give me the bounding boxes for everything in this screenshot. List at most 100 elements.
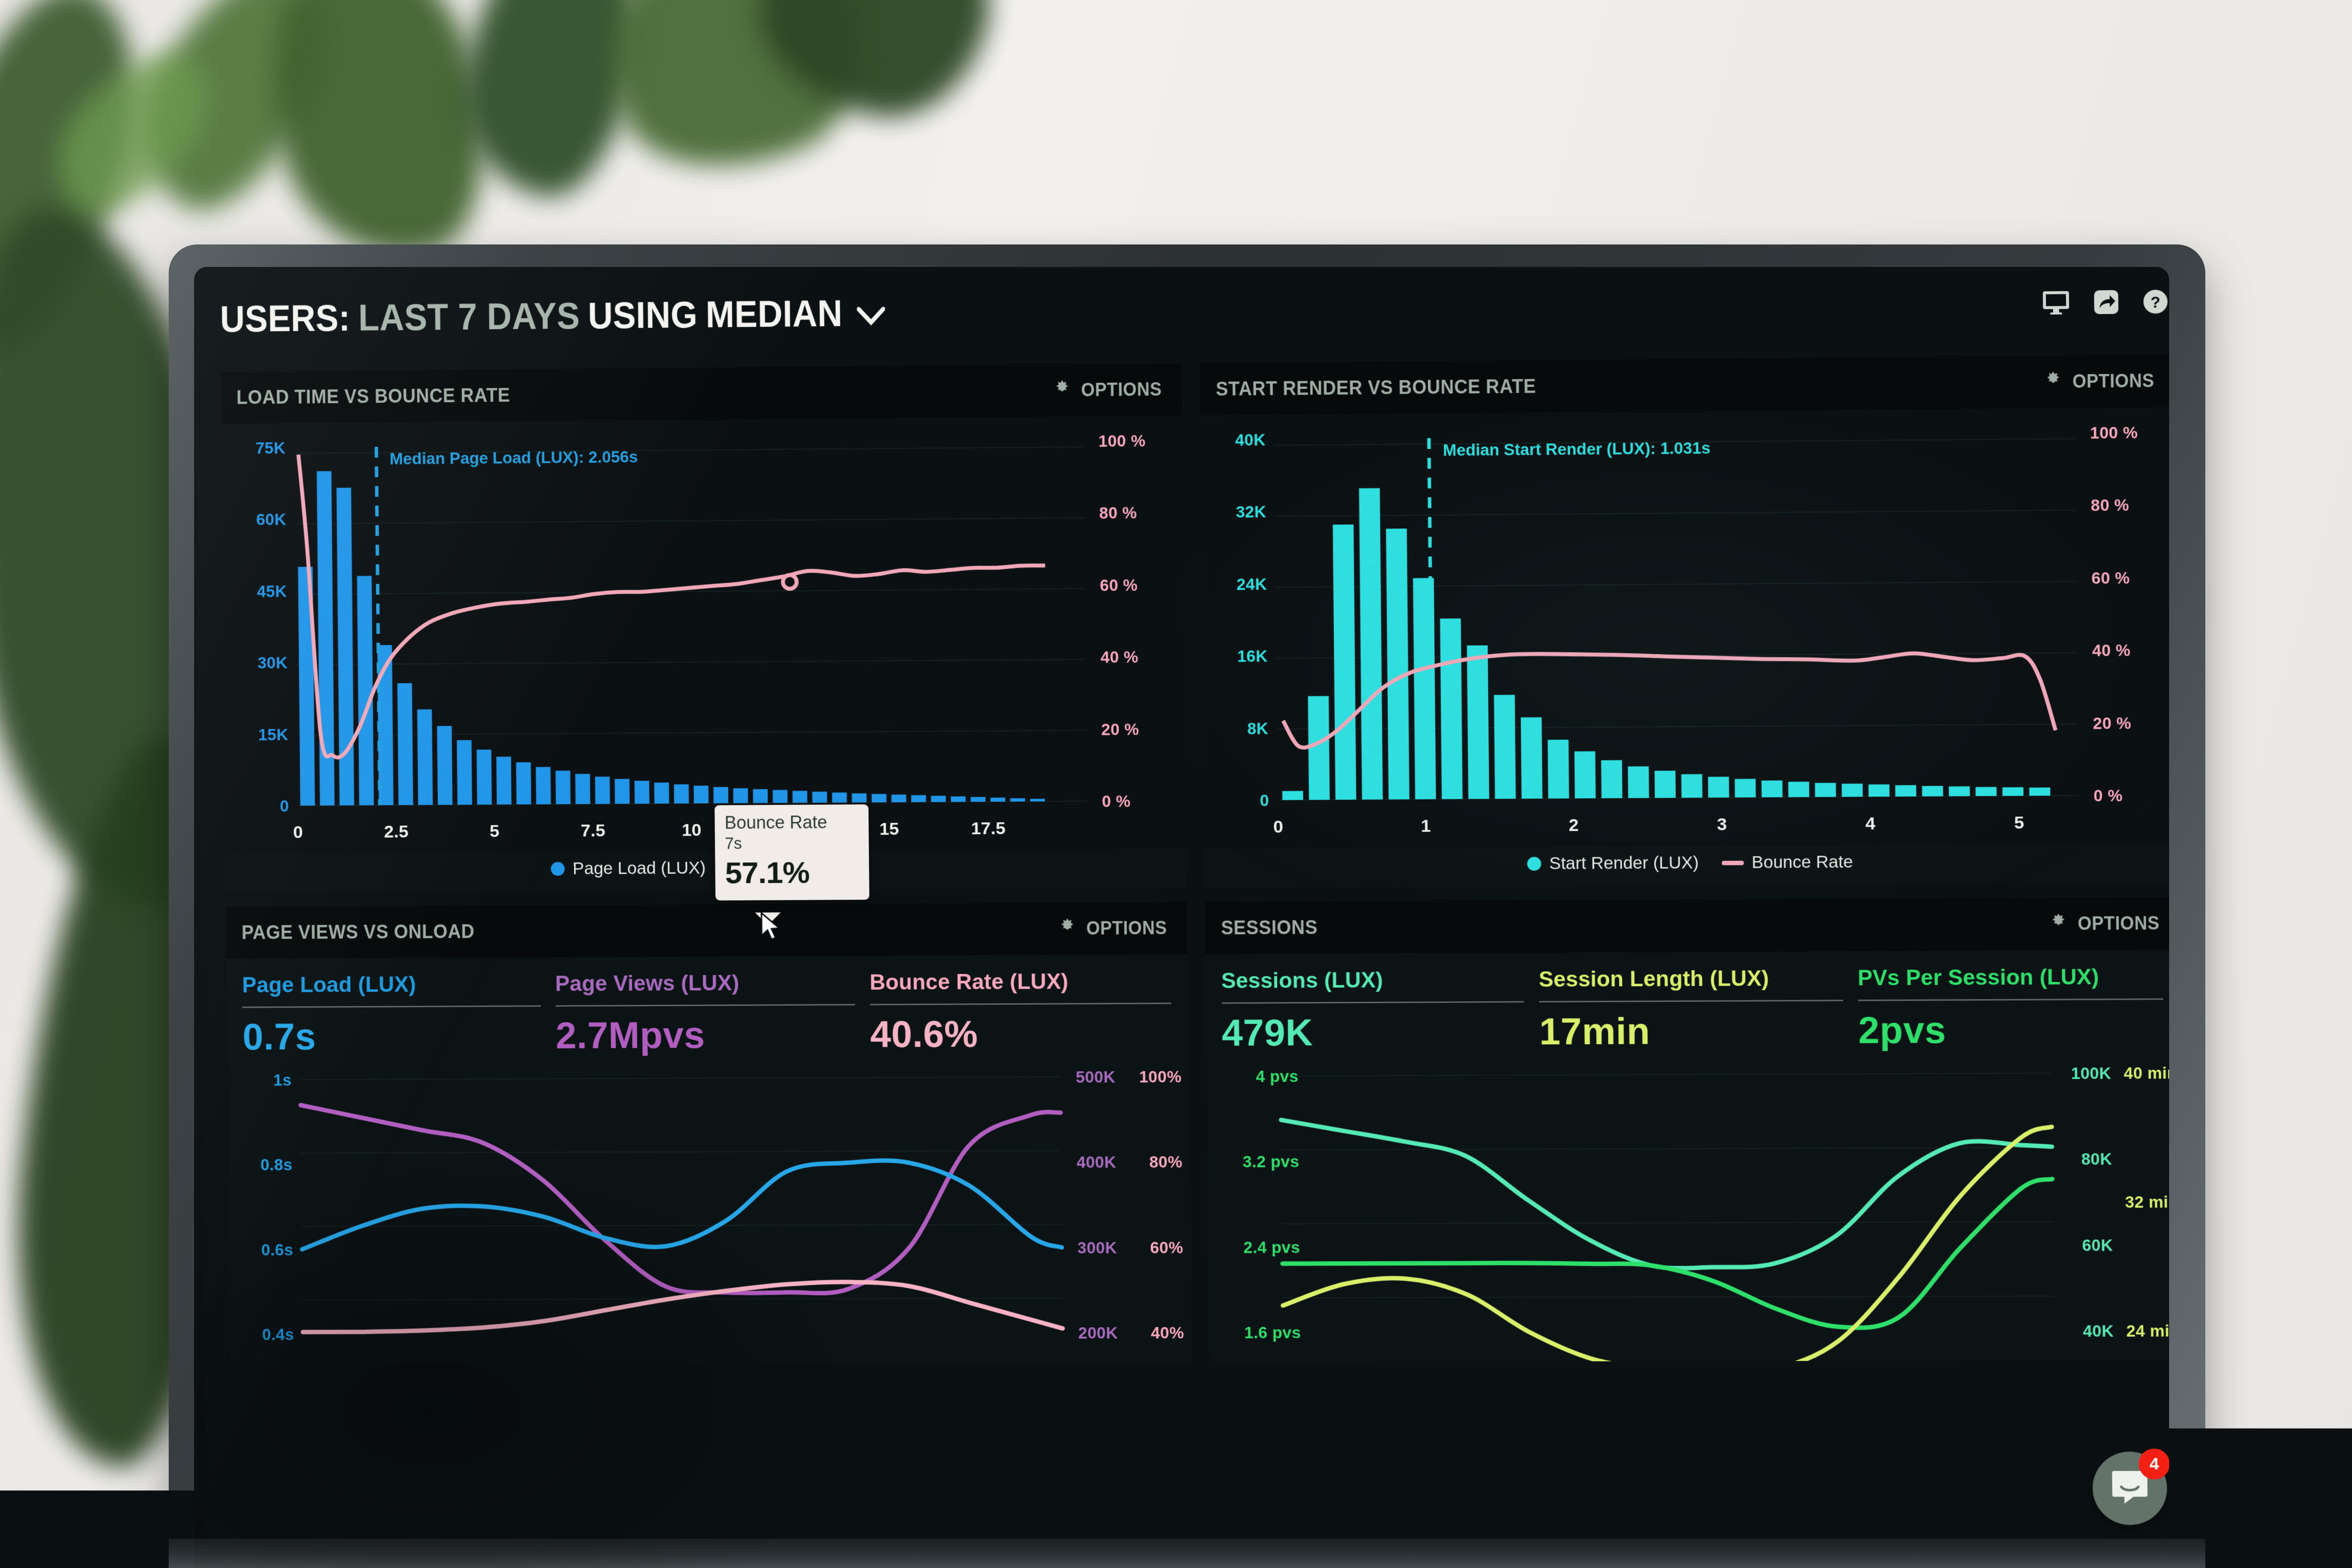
svg-text:Median Start Render (LUX): 1.0: Median Start Render (LUX): 1.031s xyxy=(1442,439,1710,459)
svg-text:60K: 60K xyxy=(256,510,287,529)
page-title[interactable]: USERS: LAST 7 DAYS USING MEDIAN xyxy=(220,292,886,341)
kpi-label: Bounce Rate (LUX) xyxy=(869,969,1171,995)
legend-marker-line xyxy=(1722,861,1744,865)
kpi-rule xyxy=(1539,1000,1843,1003)
svg-text:80 %: 80 % xyxy=(2090,496,2129,514)
legend-label: Start Render (LUX) xyxy=(1549,853,1699,874)
card-load-time-vs-bounce-rate: LOAD TIME VS BOUNCE RATE OPTIONS xyxy=(221,363,1187,893)
svg-text:0 %: 0 % xyxy=(2093,786,2123,805)
intercom-launcher[interactable]: 4 xyxy=(2092,1452,2168,1525)
kpi-row: Sessions (LUX) 479K Session Length (LUX)… xyxy=(1205,950,2169,1055)
kpi-pvs-per-session[interactable]: PVs Per Session (LUX) 2pvs xyxy=(1858,965,2164,1052)
gear-icon xyxy=(1059,917,1077,940)
svg-text:4: 4 xyxy=(1865,813,1875,834)
kpi-value: 40.6% xyxy=(870,1012,1171,1056)
svg-text:8K: 8K xyxy=(1247,719,1268,738)
kpi-rule xyxy=(243,1005,541,1008)
kpi-label: Page Views (LUX) xyxy=(555,971,855,996)
kpi-page-views[interactable]: Page Views (LUX) 2.7Mpvs xyxy=(555,971,856,1057)
kpi-page-load[interactable]: Page Load (LUX) 0.7s xyxy=(242,972,541,1059)
monitor-icon[interactable] xyxy=(2042,290,2070,315)
kpi-rule xyxy=(1858,998,2163,1001)
tooltip-bucket: 7s xyxy=(725,833,859,853)
svg-text:20 %: 20 % xyxy=(1101,720,1139,738)
chart-sessions[interactable]: 1.6 pvs 2.4 pvs 3.2 pvs 4 pvs 40K 60K 80K 100K… xyxy=(1206,1053,2169,1362)
svg-text:45K: 45K xyxy=(257,582,287,600)
svg-text:2.5: 2.5 xyxy=(384,821,408,841)
svg-text:400K: 400K xyxy=(1077,1153,1116,1171)
kpi-bounce-rate[interactable]: Bounce Rate (LUX) 40.6% xyxy=(869,969,1171,1056)
svg-text:?: ? xyxy=(2151,293,2160,311)
svg-text:0.4s: 0.4s xyxy=(262,1325,294,1344)
legend-item[interactable]: Page Load (LUX) xyxy=(551,858,706,879)
svg-text:40 %: 40 % xyxy=(2092,641,2130,660)
chart-page-views[interactable]: 0.4s 0.6s 0.8s 1s 200K 300K 400K 500K 40% 60% 80… xyxy=(227,1057,1192,1364)
options-label: OPTIONS xyxy=(2072,371,2154,393)
kpi-session-length[interactable]: Session Length (LUX) 17min xyxy=(1539,966,1843,1053)
legend-marker-dot xyxy=(551,862,565,876)
svg-text:40K: 40K xyxy=(1235,431,1265,449)
help-icon[interactable]: ? xyxy=(2142,288,2169,314)
options-button[interactable]: OPTIONS xyxy=(1059,917,1171,940)
kpi-sessions[interactable]: Sessions (LUX) 479K xyxy=(1221,968,1524,1055)
legend-item[interactable]: Start Render (LUX) xyxy=(1527,853,1699,874)
chart-legend: Start Render (LUX) Bounce Rate xyxy=(1204,843,2169,888)
svg-text:0: 0 xyxy=(293,822,303,842)
svg-text:0: 0 xyxy=(280,797,289,815)
chevron-down-icon[interactable] xyxy=(857,292,885,335)
kpi-value: 479K xyxy=(1221,1011,1525,1055)
gear-icon xyxy=(2049,912,2067,935)
card-title: START RENDER VS BOUNCE RATE xyxy=(1216,375,1536,400)
tooltip-title: Bounce Rate xyxy=(725,813,859,832)
card-title: LOAD TIME VS BOUNCE RATE xyxy=(236,384,510,409)
dashboard: USERS: LAST 7 DAYS USING MEDIAN xyxy=(194,267,2169,1568)
svg-text:0.6s: 0.6s xyxy=(261,1240,293,1259)
svg-text:60 %: 60 % xyxy=(2091,569,2130,587)
screen: USERS: LAST 7 DAYS USING MEDIAN xyxy=(194,267,2169,1568)
svg-text:30K: 30K xyxy=(258,654,288,672)
legend-marker-dot xyxy=(1527,857,1541,870)
options-label: OPTIONS xyxy=(1087,918,1168,939)
svg-text:7.5: 7.5 xyxy=(581,820,605,840)
svg-text:0.8s: 0.8s xyxy=(260,1156,292,1174)
title-using: USING xyxy=(588,293,698,337)
options-button[interactable]: OPTIONS xyxy=(1053,378,1165,402)
kpi-value: 0.7s xyxy=(243,1015,541,1059)
kpi-value: 17min xyxy=(1539,1009,1843,1053)
screen-bezel: USERS: LAST 7 DAYS USING MEDIAN xyxy=(194,267,2169,1568)
card-title: PAGE VIEWS VS ONLOAD xyxy=(242,921,475,944)
legend-label: Bounce Rate xyxy=(1752,852,1853,873)
svg-text:60K: 60K xyxy=(2082,1236,2112,1255)
svg-text:17.5: 17.5 xyxy=(971,818,1006,839)
chart-load-time[interactable]: 0 15K 30K 45K 60K 75K 0 % 20 % 40 % 60 % 80 % 100 … xyxy=(221,416,1186,854)
kpi-label: Sessions (LUX) xyxy=(1221,968,1524,994)
svg-text:4 pvs: 4 pvs xyxy=(1256,1067,1299,1085)
tooltip-value: 57.1% xyxy=(725,855,860,891)
svg-text:2: 2 xyxy=(1568,815,1578,835)
kpi-label: Session Length (LUX) xyxy=(1539,966,1843,992)
kpi-row: Page Load (LUX) 0.7s Page Views (LUX) 2.… xyxy=(226,954,1188,1059)
options-label: OPTIONS xyxy=(2078,913,2160,934)
legend-label: Page Load (LUX) xyxy=(573,858,706,879)
options-button[interactable]: OPTIONS xyxy=(2049,912,2163,935)
options-label: OPTIONS xyxy=(1081,379,1162,401)
share-icon[interactable] xyxy=(2093,289,2119,315)
legend-item[interactable]: Bounce Rate xyxy=(1722,852,1853,873)
svg-text:24K: 24K xyxy=(1236,575,1267,594)
svg-text:16K: 16K xyxy=(1237,647,1268,665)
card-sessions: SESSIONS OPTIONS Sessions (LUX) xyxy=(1205,897,2169,1362)
card-title: SESSIONS xyxy=(1220,916,1317,939)
svg-text:1: 1 xyxy=(1420,816,1431,836)
svg-text:0: 0 xyxy=(1273,817,1283,837)
svg-text:100 %: 100 % xyxy=(1098,432,1146,450)
svg-text:3.2 pvs: 3.2 pvs xyxy=(1243,1152,1299,1171)
notification-badge: 4 xyxy=(2138,1449,2169,1480)
svg-text:20 %: 20 % xyxy=(2092,714,2131,732)
gear-icon xyxy=(2044,371,2062,394)
chart-start-render[interactable]: 0 8K 16K 24K 32K 40K 0 % 20 % 40 % 60 % 80 % 100 %… xyxy=(1200,407,2169,849)
options-button[interactable]: OPTIONS xyxy=(2044,370,2157,394)
svg-text:5: 5 xyxy=(489,820,499,840)
card-header: SESSIONS OPTIONS xyxy=(1205,897,2169,954)
svg-text:100 %: 100 % xyxy=(2090,423,2138,442)
svg-text:24 min: 24 min xyxy=(2126,1322,2169,1340)
